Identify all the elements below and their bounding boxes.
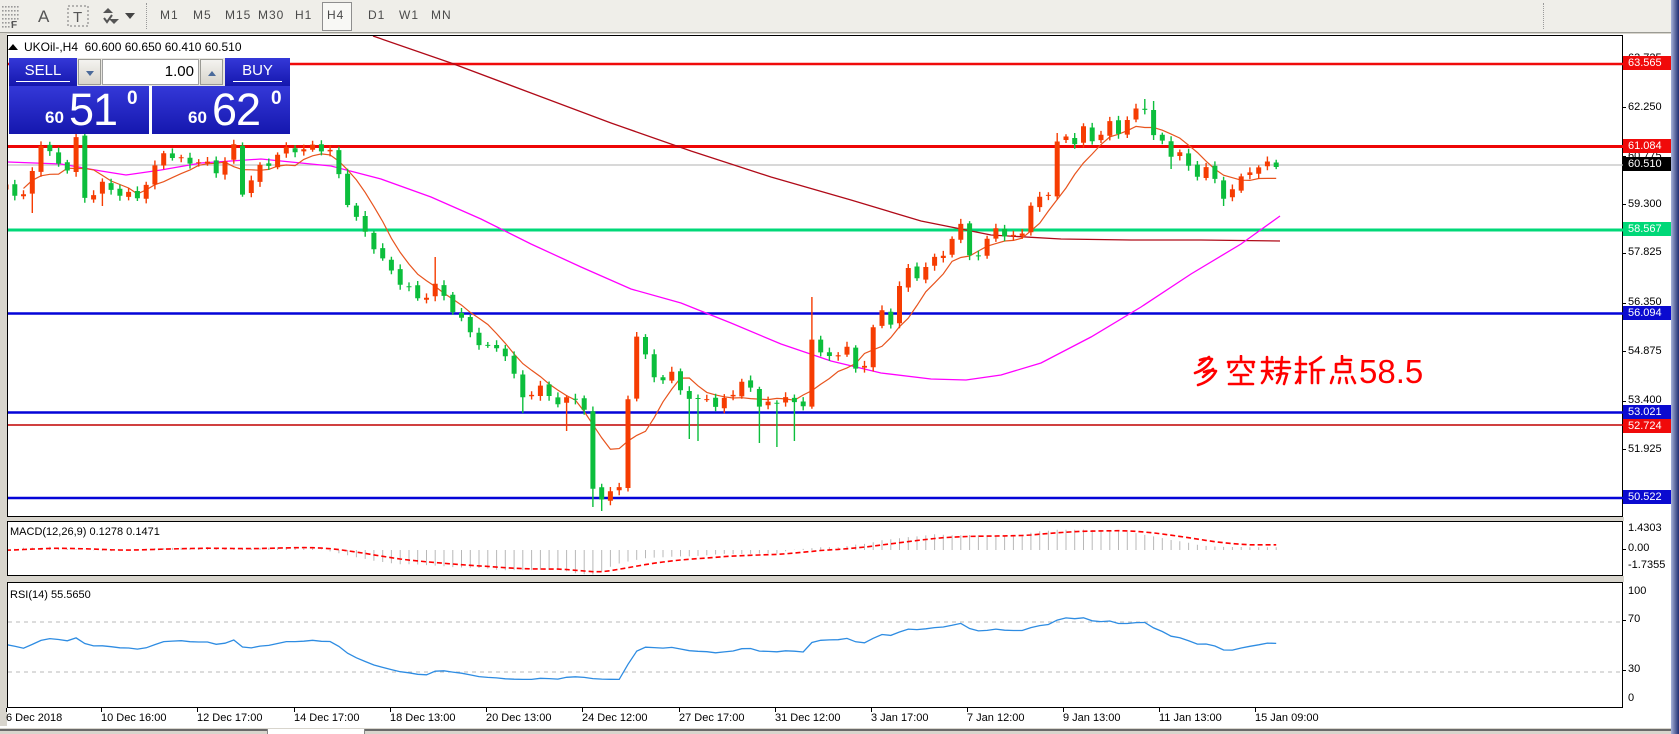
- svg-text:T: T: [73, 9, 82, 26]
- svg-text:F: F: [11, 20, 17, 31]
- svg-text:A: A: [38, 7, 50, 26]
